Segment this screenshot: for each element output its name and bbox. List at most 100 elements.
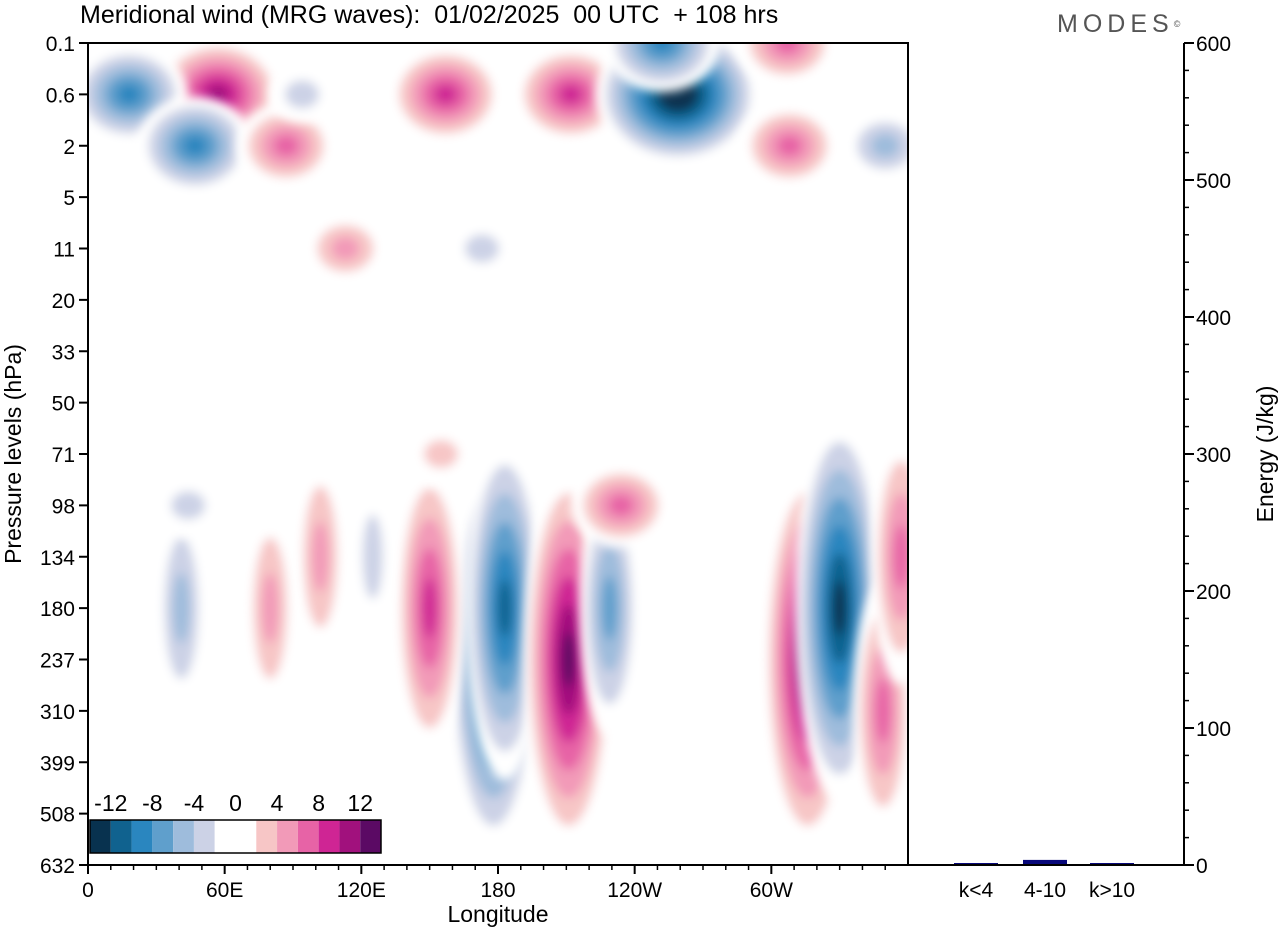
colorbar-swatch xyxy=(235,820,257,853)
contour-band xyxy=(117,84,141,105)
colorbar-label: -4 xyxy=(184,790,205,816)
energy-tick-label: 600 xyxy=(1196,33,1231,56)
contour-band xyxy=(171,491,206,520)
contour-band xyxy=(777,135,803,157)
y-tick-label: 399 xyxy=(40,752,75,775)
y-tick-label: 5 xyxy=(63,187,75,210)
pressure-axis: 0.1 0.6 2 5 11 20 33 50 71 98 134 180 237 310 399 508 63… xyxy=(40,33,88,878)
energy-tick-label: 0 xyxy=(1196,855,1208,878)
negative-wind-anomaly xyxy=(843,110,908,181)
contour-band xyxy=(434,84,458,105)
energy-bar xyxy=(954,863,998,864)
negative-wind-anomaly xyxy=(604,43,720,92)
y-tick-label: 2 xyxy=(63,136,75,159)
y-tick-label: 632 xyxy=(40,855,75,878)
energy-tick-label: 200 xyxy=(1196,581,1231,604)
positive-wind-anomaly xyxy=(512,45,629,144)
colorbar-swatch xyxy=(131,820,153,853)
contour-band xyxy=(331,236,360,261)
positive-wind-anomaly xyxy=(236,103,337,188)
contour-band xyxy=(261,572,279,644)
x-tick-label: 120E xyxy=(337,879,386,902)
colorbar-swatch xyxy=(360,820,381,853)
colorbar-label: -8 xyxy=(142,790,162,816)
contour-band xyxy=(871,134,900,158)
y-tick-label: 98 xyxy=(52,495,75,518)
colorbar-label: 0 xyxy=(229,790,242,816)
energy-tick-label: 300 xyxy=(1196,444,1231,467)
positive-wind-anomaly xyxy=(871,428,908,685)
negative-wind-anomaly xyxy=(448,220,517,277)
contour-band xyxy=(774,43,800,54)
contour-band xyxy=(562,631,576,688)
contour-band xyxy=(602,576,618,641)
positive-wind-anomaly xyxy=(387,45,504,144)
contour-band xyxy=(312,521,329,593)
x-tick-label: 180 xyxy=(480,879,515,902)
colorbar-swatch xyxy=(193,820,215,853)
positive-wind-anomaly xyxy=(407,426,476,482)
x-tick-label: 60W xyxy=(750,879,793,902)
y-tick-label: 180 xyxy=(40,598,75,621)
energy-category-label: 4-10 xyxy=(1024,879,1066,902)
positive-wind-anomaly xyxy=(739,103,840,188)
brand-text: MODES xyxy=(1057,10,1174,38)
energy-axis-label: Energy (J/kg) xyxy=(1252,386,1278,523)
positive-wind-anomaly xyxy=(303,213,388,284)
energy-bar xyxy=(1023,859,1067,864)
contour-band xyxy=(422,578,437,639)
positive-wind-anomaly xyxy=(737,43,838,85)
y-tick-label: 20 xyxy=(52,290,75,313)
negative-wind-anomaly xyxy=(154,477,223,534)
contour-band xyxy=(173,572,190,644)
contour-band xyxy=(833,580,847,636)
contour-band xyxy=(893,524,908,589)
positive-wind-anomaly xyxy=(245,502,296,715)
colorbar-swatch xyxy=(297,820,319,853)
negative-wind-anomaly xyxy=(137,96,254,195)
x-tick-label: 60E xyxy=(206,879,243,902)
negative-wind-anomaly xyxy=(268,66,337,123)
negative-wind-anomaly xyxy=(352,472,393,641)
contour-band xyxy=(650,43,674,53)
contour-band xyxy=(559,84,583,105)
energy-tick-label: 100 xyxy=(1196,718,1231,741)
chart-title: Meridional wind (MRG waves): 01/02/2025 … xyxy=(80,1,779,29)
colorbar-swatch xyxy=(110,820,132,853)
contour-band xyxy=(285,80,320,109)
energy-tick-label: 500 xyxy=(1196,170,1231,193)
wind-contour-field xyxy=(88,43,908,854)
y-axis-label: Pressure levels (hPa) xyxy=(0,344,26,564)
energy-categories: k<4 4-10 k>10 xyxy=(959,879,1135,902)
contour-band xyxy=(608,494,634,516)
energy-bars xyxy=(954,859,1134,864)
energy-category-label: k>10 xyxy=(1089,879,1135,902)
colorbar-legend: -12 -8 -4 0 4 8 12 xyxy=(89,790,382,854)
colorbar-swatch xyxy=(90,820,111,853)
modes-logo: MODES© xyxy=(1057,9,1180,39)
contour-band xyxy=(273,135,299,157)
colorbar-swatch xyxy=(318,820,340,853)
colorbar-label: 12 xyxy=(347,790,373,816)
y-tick-label: 33 xyxy=(52,341,75,364)
colorbar-swatch xyxy=(277,820,298,853)
contour-band xyxy=(875,678,891,743)
y-tick-label: 508 xyxy=(40,804,75,827)
colorbar-frame xyxy=(89,819,382,854)
y-tick-label: 0.6 xyxy=(46,84,75,107)
y-tick-label: 237 xyxy=(40,650,75,673)
colorbar-swatch xyxy=(256,820,278,853)
brand-mark: © xyxy=(1173,19,1181,29)
y-tick-label: 134 xyxy=(40,547,75,570)
energy-bar xyxy=(1090,863,1134,864)
colorbar-swatch xyxy=(152,820,174,853)
x-tick-label: 120W xyxy=(607,879,662,902)
energy-axis: 0 100 200 300 400 500 600 xyxy=(1183,33,1231,878)
contour-band xyxy=(465,234,500,263)
colorbar-swatch xyxy=(173,820,194,853)
y-tick-label: 71 xyxy=(52,444,75,467)
colorbar-swatch xyxy=(339,820,361,853)
positive-wind-anomaly xyxy=(571,463,671,548)
colorbar-label: 4 xyxy=(271,790,284,816)
